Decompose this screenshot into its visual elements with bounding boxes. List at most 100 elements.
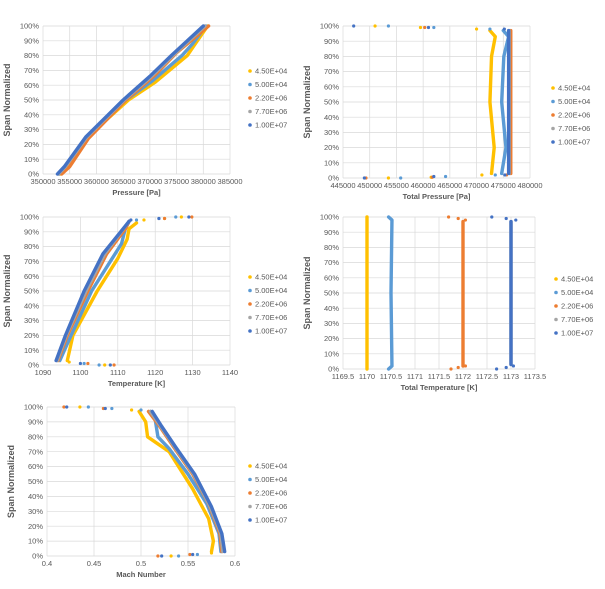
legend-label: 1.00E+07 xyxy=(255,327,287,336)
x-tick-label: 370000 xyxy=(137,177,162,186)
y-tick-label: 80% xyxy=(24,242,39,251)
legend-marker xyxy=(248,464,252,468)
y-tick-label: 40% xyxy=(24,110,39,119)
series-4.50E+04 xyxy=(373,24,497,180)
data-point xyxy=(504,365,508,370)
y-tick-label: 60% xyxy=(24,272,39,281)
chart-2: 0%10%20%30%40%50%60%70%80%90%100%445000 4… xyxy=(302,22,590,201)
x-axis-title: Pressure [Pa] xyxy=(112,188,161,197)
series-1.00E+07 xyxy=(55,24,205,176)
data-point xyxy=(179,215,183,219)
data-point xyxy=(86,405,90,409)
data-point xyxy=(188,552,192,557)
legend-marker xyxy=(248,329,252,333)
y-tick-label: 10% xyxy=(28,537,43,546)
series-2.20E+06 xyxy=(447,215,467,371)
y-axis-title: Span Normalized xyxy=(2,254,12,327)
y-tick-label: 20% xyxy=(24,140,39,149)
legend-label: 1.00E+07 xyxy=(561,329,593,338)
data-point xyxy=(103,406,107,411)
legend-marker xyxy=(248,96,252,100)
y-tick-label: 30% xyxy=(324,128,339,137)
x-tick-label: 1172.5 xyxy=(476,372,498,381)
data-point xyxy=(443,174,448,179)
series-1.00E+07 xyxy=(54,215,191,367)
y-tick-label: 60% xyxy=(324,273,339,282)
x-tick-label: 465000 xyxy=(437,181,462,190)
y-tick-label: 100% xyxy=(320,22,340,31)
y-tick-label: 40% xyxy=(24,301,39,310)
x-tick-label: 385000 xyxy=(217,177,242,186)
data-point xyxy=(463,218,467,222)
legend-marker xyxy=(551,99,555,104)
x-tick-label: 455000 xyxy=(384,181,409,190)
data-point xyxy=(386,24,391,28)
data-point xyxy=(67,360,71,364)
y-tick-label: 60% xyxy=(324,82,339,91)
legend-label: 5.00E+04 xyxy=(558,97,590,106)
legend-label: 5.00E+04 xyxy=(561,288,593,297)
data-point xyxy=(86,361,90,366)
data-point xyxy=(78,405,82,409)
legend-marker xyxy=(554,304,558,308)
legend-label: 7.70E+06 xyxy=(558,124,590,133)
x-tick-label: 1173.5 xyxy=(524,372,546,381)
data-point xyxy=(97,363,101,367)
data-point xyxy=(187,215,191,219)
y-tick-label: 20% xyxy=(324,143,339,152)
legend-marker xyxy=(248,302,252,306)
legend-label: 4.50E+04 xyxy=(255,273,287,282)
series-line xyxy=(488,28,497,176)
y-tick-label: 90% xyxy=(324,228,339,237)
x-tick-label: 1172 xyxy=(455,372,471,381)
data-point xyxy=(352,24,356,28)
chart-4: 0% 10% 20% 30% 40% 50% 60% 70% 80% 90% 100% 1169.5 1… xyxy=(302,213,593,392)
data-point xyxy=(129,218,133,222)
data-point xyxy=(480,173,484,177)
data-point xyxy=(432,25,436,30)
x-tick-label: 365000 xyxy=(111,177,136,186)
data-point xyxy=(142,218,146,222)
data-point xyxy=(112,363,116,367)
x-tick-label: 1171 xyxy=(407,372,423,381)
data-point xyxy=(78,361,82,366)
x-axis-title: Temperature [K] xyxy=(108,379,166,388)
data-point xyxy=(426,25,431,30)
y-tick-label: 100% xyxy=(24,403,44,412)
data-point xyxy=(503,173,507,177)
legend-marker xyxy=(551,140,555,144)
x-axis-title: Total Pressure [Pa] xyxy=(403,192,471,201)
series-1.00E+07 xyxy=(490,215,518,371)
y-tick-label: 80% xyxy=(324,52,339,61)
y-tick-label: 50% xyxy=(28,477,43,486)
legend-label: 1.00E+07 xyxy=(255,121,287,130)
y-tick-label: 30% xyxy=(28,507,43,516)
series-line xyxy=(137,409,216,554)
data-point xyxy=(493,173,497,177)
x-tick-label: 470000 xyxy=(464,181,489,190)
data-point xyxy=(504,216,508,221)
legend-marker xyxy=(248,504,252,509)
x-tick-label: 355000 xyxy=(57,177,82,186)
y-tick-label: 100% xyxy=(20,22,40,31)
y-axis-title: Span Normalized xyxy=(6,445,16,518)
y-tick-label: 90% xyxy=(28,418,43,427)
y-tick-label: 80% xyxy=(324,243,339,252)
data-point xyxy=(190,215,194,219)
y-axis-title: Span Normalized xyxy=(302,256,312,329)
series-5.00E+04 xyxy=(386,215,394,371)
legend-marker xyxy=(551,113,555,117)
legend-label: 7.70E+06 xyxy=(255,107,287,116)
legend-label: 1.00E+07 xyxy=(558,138,590,147)
x-tick-label: 380000 xyxy=(191,177,216,186)
y-tick-label: 10% xyxy=(24,155,39,164)
x-tick-label: 1170.5 xyxy=(380,372,402,381)
x-axis-title: Mach Number xyxy=(116,570,166,579)
x-tick-label: 445000 xyxy=(330,181,355,190)
data-point xyxy=(432,174,436,179)
y-tick-label: 80% xyxy=(24,51,39,60)
series-line xyxy=(386,215,394,371)
y-tick-label: 10% xyxy=(324,349,339,358)
x-tick-label: 0.5 xyxy=(136,559,146,568)
